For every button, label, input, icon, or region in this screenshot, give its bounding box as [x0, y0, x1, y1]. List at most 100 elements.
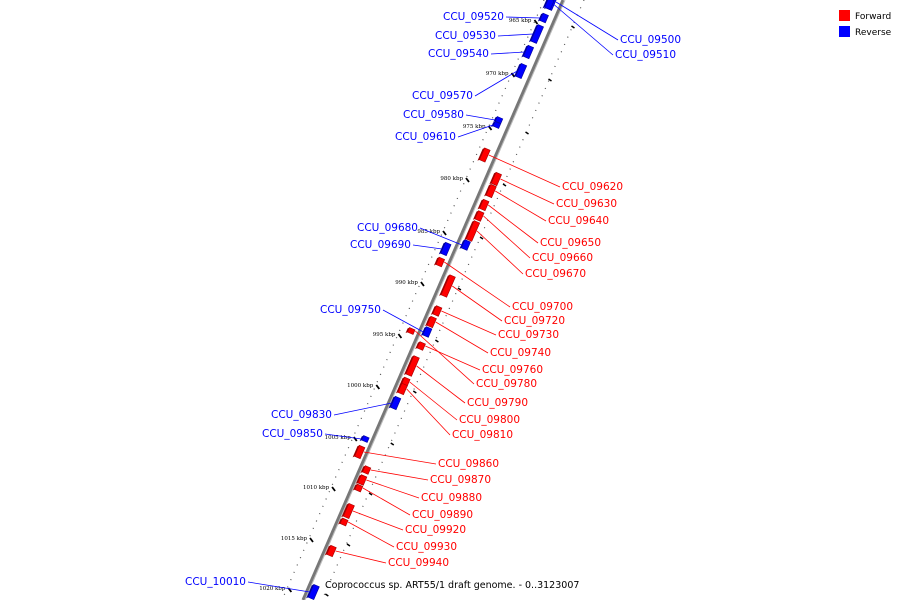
gene-label[interactable]: CCU_09890 [412, 509, 473, 521]
kbp-tick-minor [571, 25, 575, 29]
gene-leader-line [500, 178, 555, 205]
gene-label[interactable]: CCU_09850 [262, 428, 323, 440]
gene-leader-line [419, 227, 463, 246]
gene-block-shade [489, 172, 497, 185]
gene-leader-line [335, 550, 387, 564]
kbp-label: 1020 kbp [259, 586, 286, 592]
gene-block-shade [537, 13, 544, 22]
gene-label[interactable]: CCU_09690 [350, 239, 411, 251]
gene-label[interactable]: CCU_09670 [525, 268, 586, 280]
gene-block-shade [491, 121, 496, 128]
gene-block-shade [528, 24, 539, 43]
gene-label[interactable]: CCU_09620 [562, 181, 623, 193]
gene-leader-line [488, 204, 539, 244]
gene-leader-line [352, 510, 404, 531]
kbp-tick-minor [434, 339, 439, 343]
gene-block-shade [338, 518, 343, 525]
gene-label[interactable]: CCU_09650 [540, 237, 601, 249]
gene-label[interactable]: CCU_09520 [443, 11, 504, 23]
gene-label[interactable]: CCU_09530 [435, 30, 496, 42]
gene-block-shade [341, 503, 349, 518]
gene-label[interactable]: CCU_09780 [476, 378, 537, 390]
gene-leader-line [415, 330, 475, 385]
gene-label[interactable]: CCU_09610 [395, 131, 456, 143]
gene-label[interactable]: CCU_09720 [504, 315, 565, 327]
gene-label[interactable]: CCU_09870 [430, 474, 491, 486]
gene-block-shade [521, 45, 529, 58]
gene-label[interactable]: CCU_09810 [452, 429, 513, 441]
gene-leader-line [412, 244, 442, 250]
kbp-label: 990 kbp [395, 280, 418, 286]
gene-label[interactable]: CCU_09580 [403, 109, 464, 121]
kbp-tick-minor [479, 236, 484, 240]
gene-block-shade [433, 257, 440, 266]
gene-block-shade [477, 147, 485, 161]
kbp-label: 975 kbp [463, 124, 486, 130]
gene-label[interactable]: CCU_09750 [320, 304, 381, 316]
gene-leader-line [555, 1, 619, 41]
kbp-label: 1010 kbp [303, 485, 330, 491]
gene-leader-line [441, 310, 497, 336]
gene-block-shade [403, 355, 414, 375]
gene-leader-line [474, 70, 518, 97]
gene-leader-line [366, 479, 420, 499]
gene-block-shade [493, 116, 498, 123]
gene-label[interactable]: CCU_09570 [412, 90, 473, 102]
genome-backbone [301, 0, 565, 600]
gene-label[interactable]: CCU_09800 [459, 414, 520, 426]
gene-block-shade [439, 274, 450, 296]
gene-label[interactable]: CCU_09880 [421, 492, 482, 504]
gene-leader-line [382, 309, 424, 333]
gene-label[interactable]: CCU_09640 [548, 215, 609, 227]
gene-leader-line [416, 365, 466, 404]
kbp-label: 980 kbp [440, 176, 463, 182]
gene-block-shade [459, 239, 466, 249]
gene-block-shade [352, 484, 358, 491]
gene-leader-line [362, 487, 411, 516]
gene-leader-line [495, 190, 547, 222]
kbp-tick-minor [368, 492, 373, 496]
gene-block-shade [415, 341, 420, 350]
kbp-label: 965 kbp [509, 18, 532, 24]
gene-label[interactable]: CCU_09700 [512, 301, 573, 313]
gene-block-shade [438, 242, 446, 255]
gene-label[interactable]: CCU_09730 [498, 329, 559, 341]
gene-label[interactable]: CCU_09930 [396, 541, 457, 553]
gene-block-shade [472, 210, 479, 220]
gene-label[interactable]: CCU_09500 [620, 34, 681, 46]
gene-label[interactable]: CCU_09660 [532, 252, 593, 264]
gene-block-shade [399, 377, 405, 386]
gene-label[interactable]: CCU_09940 [388, 557, 449, 569]
kbp-tick [375, 384, 381, 390]
gene-label[interactable]: CCU_09540 [428, 48, 489, 60]
kbp-label: 970 kbp [486, 71, 509, 77]
kbp-tick [353, 436, 358, 442]
gene-label[interactable]: CCU_09790 [467, 397, 528, 409]
gene-block-shade [484, 184, 491, 197]
gene-leader-line [483, 215, 531, 259]
kbp-tick [465, 177, 470, 183]
gene-leader-line [490, 51, 525, 55]
gene-label[interactable]: CCU_09760 [482, 364, 543, 376]
gene-leader-line [425, 345, 481, 371]
kbp-tick-minor [412, 390, 417, 394]
gene-label[interactable]: CCU_09510 [615, 49, 676, 61]
gene-label[interactable]: CCU_09830 [271, 409, 332, 421]
kbp-tick-minor [457, 287, 462, 291]
genes [306, 0, 557, 600]
gene-block-shade [360, 465, 366, 474]
gene-label[interactable]: CCU_09860 [438, 458, 499, 470]
gene-block-shade [355, 474, 362, 484]
kbp-label: 1005 kbp [325, 435, 352, 441]
gene-label[interactable]: CCU_09920 [405, 524, 466, 536]
gene-label[interactable]: CCU_09680 [357, 222, 418, 234]
gene-label[interactable]: CCU_10010 [185, 576, 246, 588]
gene-block-shade [424, 316, 431, 327]
gene-leader-line [435, 321, 489, 354]
gene-leader-line [505, 16, 541, 19]
kbp-tick [442, 230, 447, 236]
gene-label[interactable]: CCU_09740 [490, 347, 551, 359]
gene-block-shade [306, 584, 314, 599]
gene-label[interactable]: CCU_09630 [556, 198, 617, 210]
